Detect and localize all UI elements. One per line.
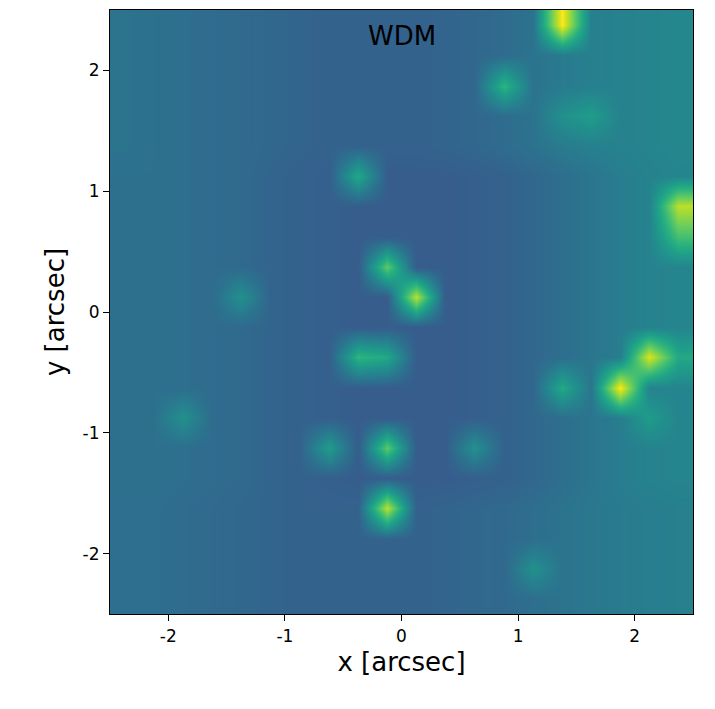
svg-text:-1: -1 (276, 626, 293, 646)
svg-text:2: 2 (89, 60, 100, 80)
svg-text:-2: -2 (160, 626, 177, 646)
svg-text:1: 1 (513, 626, 524, 646)
svg-text:1: 1 (89, 181, 100, 201)
svg-text:-1: -1 (83, 423, 100, 443)
svg-text:-2: -2 (83, 544, 100, 564)
svg-text:x [arcsec]: x [arcsec] (337, 647, 465, 677)
svg-text:0: 0 (396, 626, 407, 646)
svg-text:0: 0 (89, 302, 100, 322)
svg-text:WDM: WDM (368, 21, 436, 51)
svg-text:y [arcsec]: y [arcsec] (40, 248, 70, 376)
svg-text:2: 2 (629, 626, 640, 646)
